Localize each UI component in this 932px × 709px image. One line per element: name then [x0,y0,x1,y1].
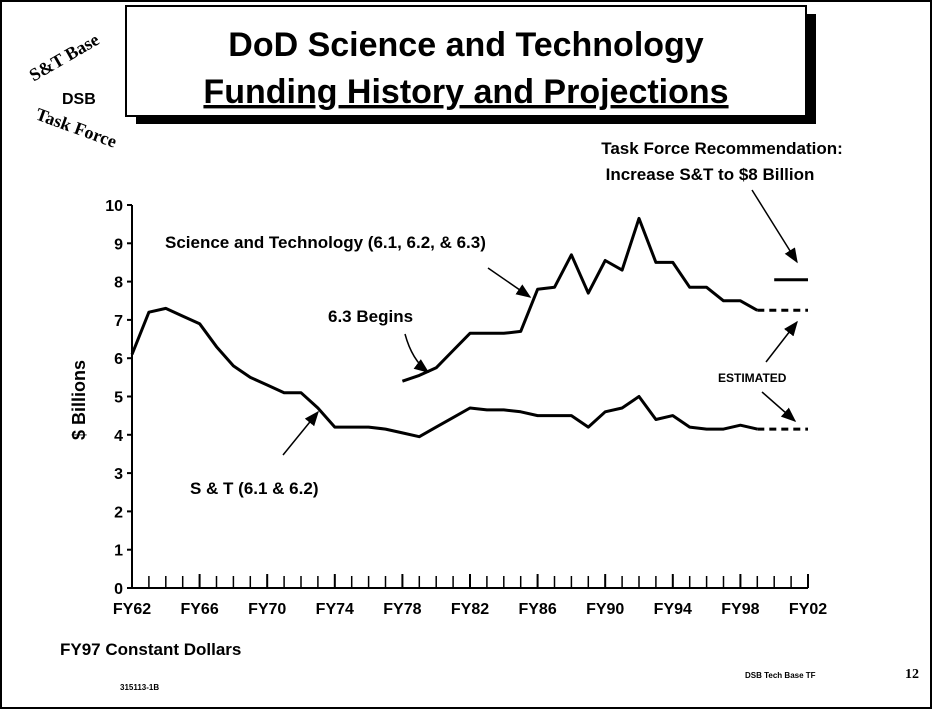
y-tick-label: 9 [114,236,123,253]
y-tick-label: 10 [105,198,123,215]
arrow [487,267,532,298]
arrow [404,333,430,373]
footer: 315113-1B [120,683,159,692]
y-tick-label: 0 [114,581,123,598]
y-axis-label: $ Billions [69,360,89,440]
x-tick-label: FY82 [451,601,489,618]
arrow [282,410,319,456]
arrows [282,189,798,456]
x-tick-label: FY66 [180,601,218,618]
y-tick-label: 3 [114,466,123,483]
series-line [401,216,759,383]
y-tick-label: 2 [114,504,123,521]
title-box [125,5,807,117]
series-label: S & T (6.1 & 6.2) [190,479,318,498]
y-tick-label: 7 [114,313,123,330]
series-label: Science and Technology (6.1, 6.2, & 6.3) [165,233,486,252]
x-tick-label: FY02 [789,601,827,618]
annotation: Task Force Recommendation: [601,139,843,158]
annotation: ESTIMATED [718,371,787,385]
annotation: 6.3 Begins [328,307,413,326]
y-tick-label: 6 [114,351,123,368]
x-tick-label: FY70 [248,601,286,618]
x-tick-label: FY62 [113,601,151,618]
logo-text: DSB [62,91,96,108]
x-tick-label: FY74 [316,601,354,618]
y-tick-label: 8 [114,275,123,292]
x-tick-label: FY98 [721,601,759,618]
note: FY97 Constant Dollars [60,640,241,659]
page-number: 12 [905,667,919,682]
x-tick-label: FY90 [586,601,624,618]
arrow [761,391,797,422]
chart-title: Funding History and Projections [203,73,728,111]
series-line [130,306,758,439]
y-tick-label: 4 [114,428,123,445]
arrow [765,320,798,363]
x-tick-label: FY86 [518,601,556,618]
y-tick-label: 1 [114,543,123,560]
x-tick-label: FY78 [383,601,421,618]
y-tick-label: 5 [114,390,123,407]
chart-title: DoD Science and Technology [228,26,704,64]
footer: DSB Tech Base TF [745,671,816,680]
annotation: Increase S&T to $8 Billion [606,165,815,184]
x-tick-label: FY94 [654,601,692,618]
arrow [751,189,798,264]
